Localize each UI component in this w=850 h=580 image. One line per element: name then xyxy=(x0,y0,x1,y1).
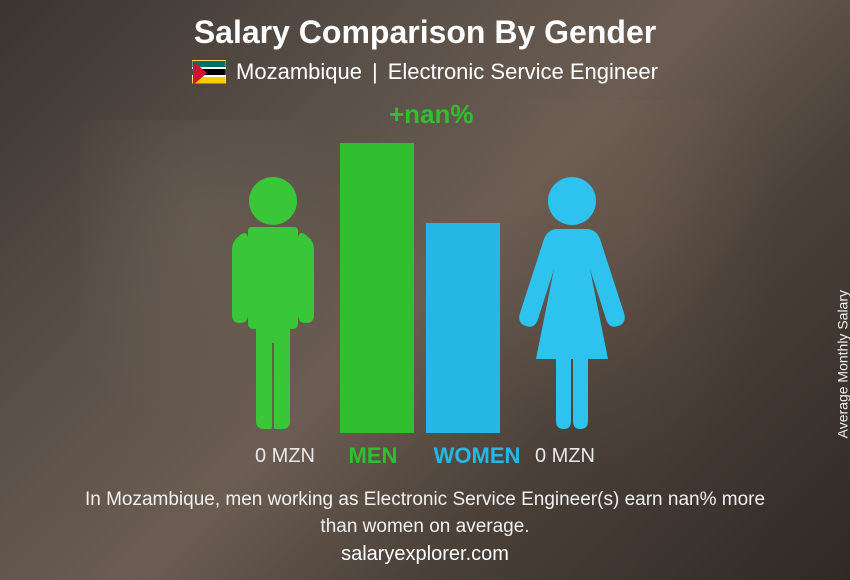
female-icon-col xyxy=(512,173,632,433)
men-bar xyxy=(340,143,414,433)
job-label: Electronic Service Engineer xyxy=(388,59,658,85)
subtitle: Mozambique | Electronic Service Engineer xyxy=(192,59,658,85)
women-label: WOMEN xyxy=(431,443,523,469)
chart: +nan% xyxy=(145,103,705,433)
female-person-icon xyxy=(512,173,632,433)
men-value: 0 MZN xyxy=(225,445,315,468)
description-text: In Mozambique, men working as Electronic… xyxy=(65,487,785,540)
separator: | xyxy=(372,59,378,85)
page-title: Salary Comparison By Gender xyxy=(194,14,656,51)
footer-attribution: salaryexplorer.com xyxy=(0,543,850,566)
men-label: MEN xyxy=(327,443,419,469)
difference-label: +nan% xyxy=(389,99,474,130)
mozambique-flag-icon xyxy=(192,60,226,84)
women-bar xyxy=(426,223,500,433)
infographic-content: Salary Comparison By Gender Mozambique |… xyxy=(0,0,850,580)
country-label: Mozambique xyxy=(236,59,362,85)
women-value: 0 MZN xyxy=(535,445,625,468)
male-person-icon xyxy=(218,173,328,433)
male-icon-col xyxy=(218,173,328,433)
labels-row: 0 MZN MEN WOMEN 0 MZN xyxy=(145,443,705,469)
